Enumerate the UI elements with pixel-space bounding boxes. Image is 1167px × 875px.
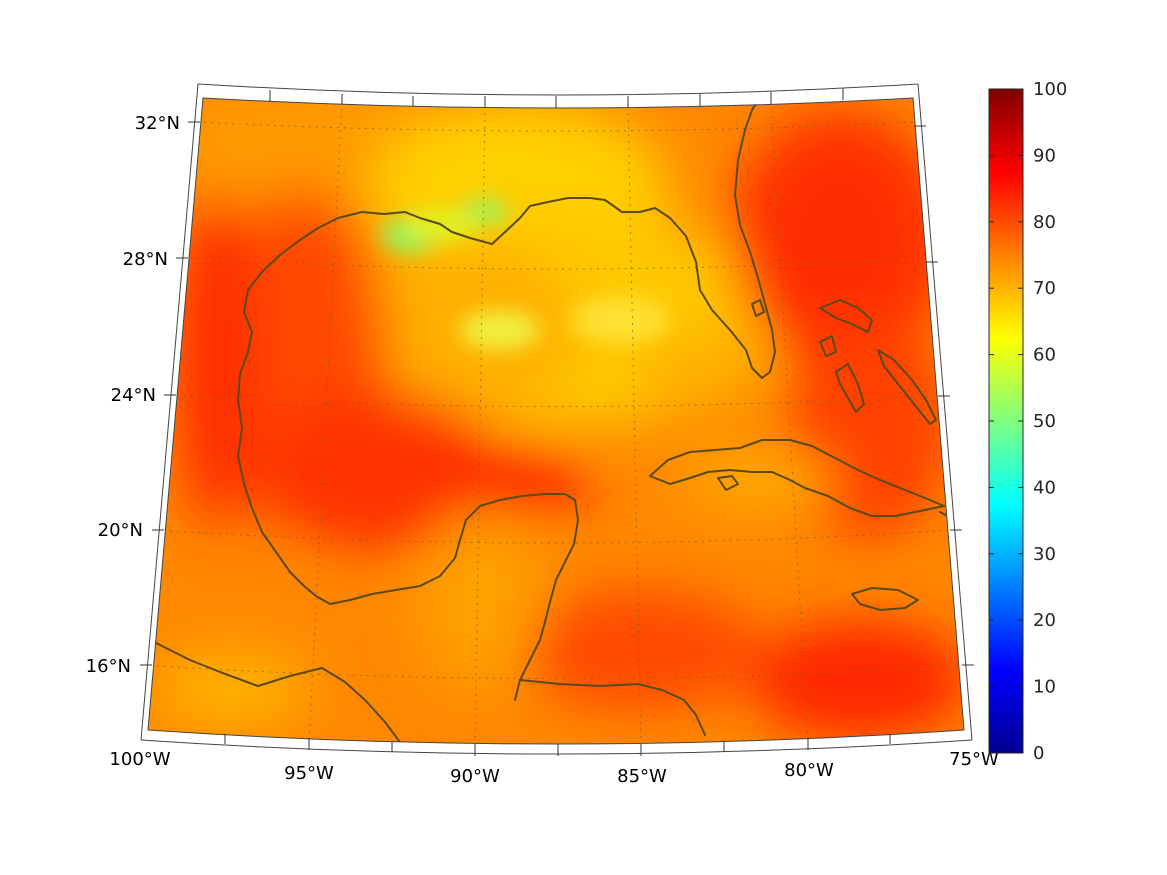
graticule: [148, 101, 964, 744]
lon-label-90w: 90°W: [450, 766, 500, 787]
lat-label-32: 32°N: [135, 113, 180, 134]
colorbar-tick-label: 70: [1033, 278, 1056, 299]
latitude-labels: 32°N 28°N 24°N 20°N 16°N: [86, 113, 180, 677]
bahamas-4: [819, 335, 837, 357]
frame-ticks: [140, 88, 974, 756]
colorbar-tick-label: 20: [1033, 610, 1056, 631]
colorbar-tick-label: 60: [1033, 345, 1056, 366]
colorbar: 0 10 20 30 40 50 60 70 80 90 100: [988, 79, 1067, 764]
colorbar-gradient: [988, 88, 1024, 754]
gulf-north-coast: [247, 98, 776, 379]
lon-label-100w: 100°W: [109, 749, 170, 770]
colorbar-tick-label: 40: [1033, 477, 1056, 498]
colorbar-ticks: 0 10 20 30 40 50 60 70 80 90 100: [989, 79, 1067, 764]
gulf-west-coast: [237, 289, 579, 701]
lon-label-80w: 80°W: [784, 760, 834, 781]
lat-label-20: 20°N: [98, 520, 143, 541]
central-america-coast: [519, 679, 706, 736]
colorbar-tick-label: 50: [1033, 411, 1056, 432]
colorbar-tick-label: 30: [1033, 544, 1056, 565]
colorbar-tick-label: 0: [1033, 743, 1044, 764]
longitude-labels: 100°W 95°W 90°W 85°W 80°W 75°W: [109, 749, 999, 787]
colorbar-tick-label: 90: [1033, 145, 1056, 166]
map-frame: [140, 83, 973, 755]
lat-label-24: 24°N: [111, 385, 156, 406]
lon-label-95w: 95°W: [284, 763, 334, 784]
data-field: [148, 98, 964, 744]
lake-okeechobee: [751, 299, 765, 317]
jamaica: [851, 587, 919, 611]
bahamas-2: [835, 363, 865, 413]
bahamas-3: [877, 349, 937, 425]
lat-label-16: 16°N: [86, 656, 131, 677]
bahamas-1: [819, 299, 873, 333]
colorbar-tick-label: 80: [1033, 212, 1056, 233]
colorbar-tick-label: 10: [1033, 677, 1056, 698]
lat-label-28: 28°N: [123, 249, 168, 270]
cuba: [649, 439, 945, 517]
pacific-coast: [149, 639, 403, 744]
colorbar-tick-label: 100: [1033, 79, 1067, 100]
lon-label-85w: 85°W: [617, 766, 667, 787]
isla-juventud: [717, 475, 739, 491]
lon-label-75w: 75°W: [949, 749, 999, 770]
